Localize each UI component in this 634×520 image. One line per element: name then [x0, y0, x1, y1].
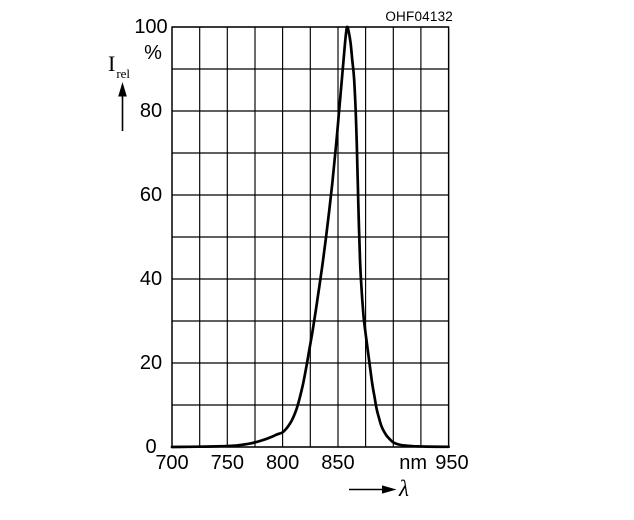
- x-tick-800: 800: [265, 452, 300, 474]
- y-axis-symbol: Irel: [108, 51, 131, 82]
- y-tick-100: 100: [134, 16, 168, 38]
- x-tick-850: 850: [321, 452, 355, 474]
- gridlines: [171, 26, 450, 448]
- right-arrow-icon: [349, 485, 397, 494]
- y-tick-80: 80: [139, 100, 163, 122]
- plot-border: [171, 26, 450, 448]
- x-axis-unit: nm: [399, 452, 428, 474]
- up-arrow-icon: [118, 82, 127, 131]
- figure-code: OHF04132: [385, 9, 453, 24]
- x-tick-700: 700: [155, 452, 189, 474]
- y-axis-unit: %: [144, 42, 162, 64]
- y-tick-40: 40: [139, 268, 163, 290]
- x-tick-750: 750: [210, 452, 244, 474]
- y-tick-0: 0: [145, 436, 157, 458]
- intensity-curve: [170, 25, 450, 449]
- x-axis-symbol: λ: [399, 476, 409, 501]
- y-tick-20: 20: [139, 352, 163, 374]
- y-tick-60: 60: [139, 184, 163, 206]
- x-tick-950: 950: [435, 452, 469, 474]
